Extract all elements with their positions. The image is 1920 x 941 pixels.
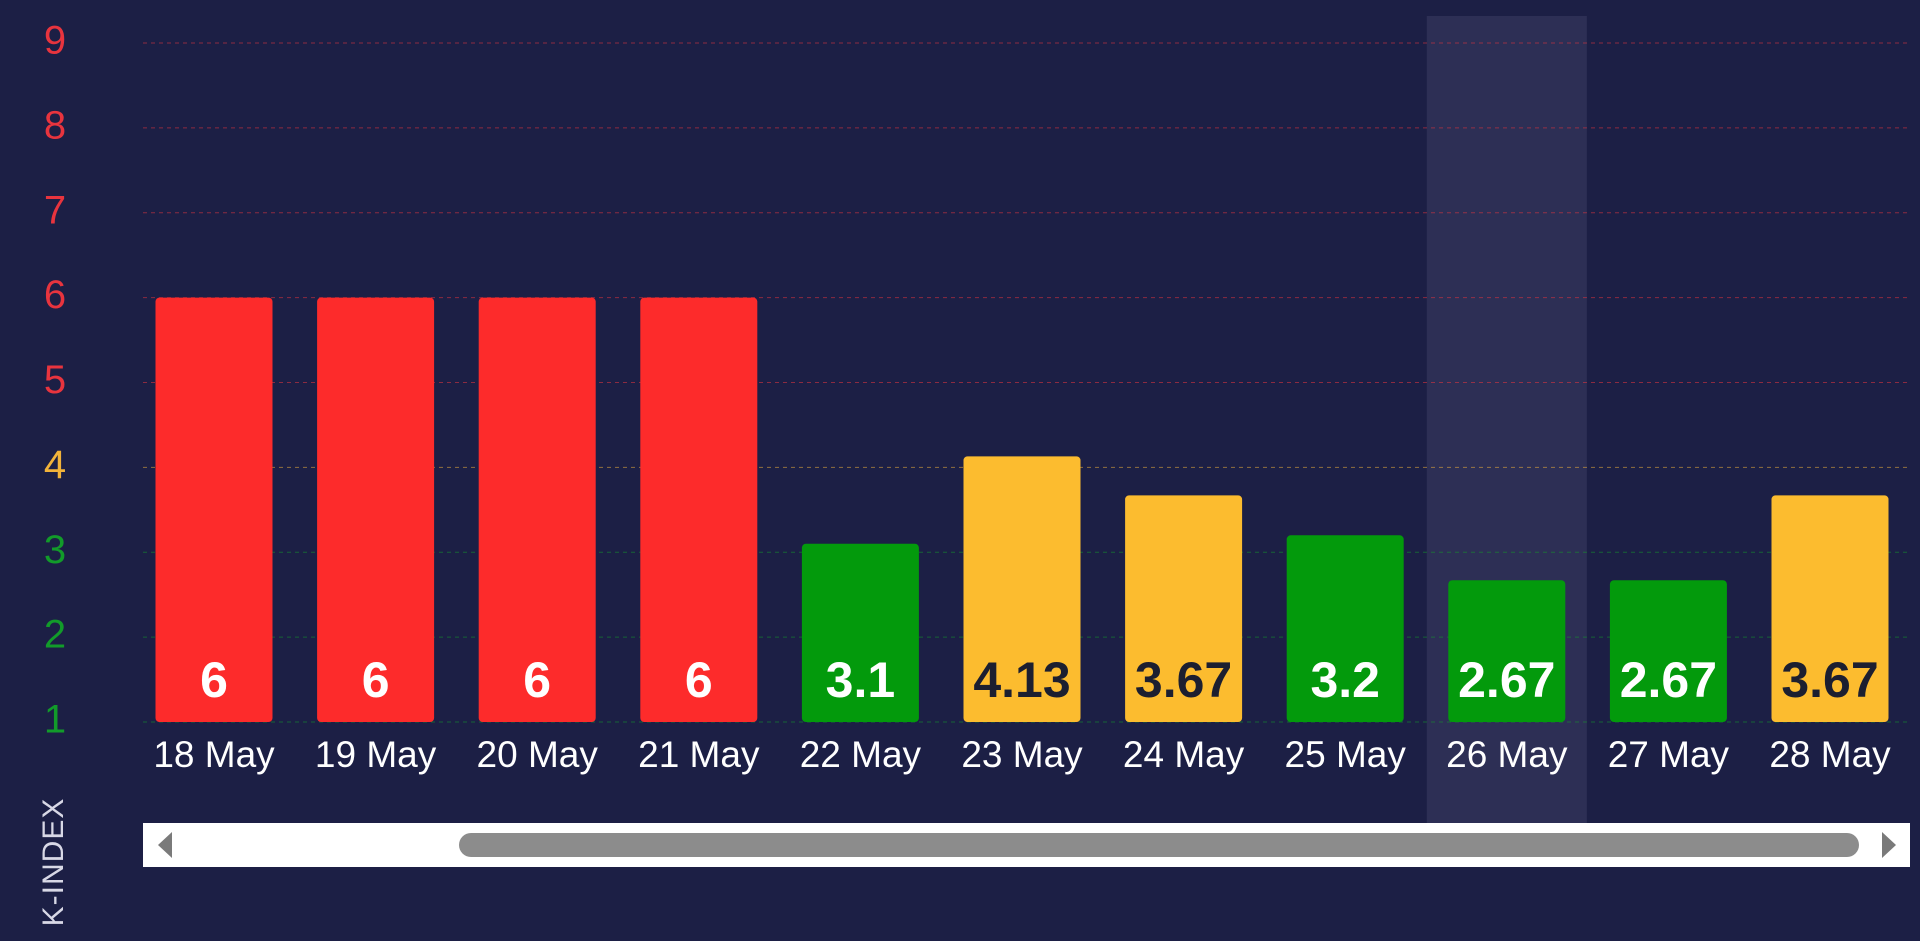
value-label: 3.1: [826, 652, 896, 708]
scrollbar[interactable]: [143, 823, 1910, 867]
value-label: 6: [685, 652, 713, 708]
x-tick-label: 21 May: [638, 734, 760, 775]
x-tick-label: 22 May: [800, 734, 922, 775]
y-axis-title: K-INDEX: [37, 798, 70, 927]
bar: [317, 297, 435, 722]
value-label: 3.67: [1135, 652, 1232, 708]
x-tick-label: 28 May: [1769, 734, 1891, 775]
x-tick-label: 24 May: [1123, 734, 1245, 775]
value-label: 3.67: [1781, 652, 1878, 708]
x-tick-label: 27 May: [1608, 734, 1730, 775]
bar: [155, 297, 273, 722]
y-tick-label: 6: [44, 273, 66, 317]
y-tick-label: 5: [44, 358, 66, 402]
bar: [1771, 495, 1889, 722]
y-tick-label: 8: [44, 103, 66, 147]
scroll-left-arrow[interactable]: [158, 832, 172, 858]
value-label: 6: [362, 652, 390, 708]
bar: [640, 297, 758, 722]
scrollbar-thumb[interactable]: [459, 833, 1859, 857]
x-tick-label: 26 May: [1446, 734, 1568, 775]
y-tick-label: 1: [44, 698, 66, 742]
value-label: 6: [200, 652, 228, 708]
bar: [1448, 580, 1566, 722]
x-tick-label: 19 May: [315, 734, 437, 775]
bar: [801, 543, 919, 722]
bar: [963, 456, 1081, 722]
y-tick-label: 2: [44, 613, 66, 657]
x-tick-label: 18 May: [153, 734, 275, 775]
y-tick-label: 7: [44, 188, 66, 232]
bar: [1609, 580, 1727, 722]
scroll-right-arrow[interactable]: [1882, 832, 1896, 858]
y-tick-label: 4: [44, 443, 66, 487]
x-tick-label: 23 May: [961, 734, 1083, 775]
y-tick-label: 9: [44, 19, 66, 63]
bar: [1125, 495, 1243, 722]
bar: [1286, 535, 1404, 722]
x-tick-label: 25 May: [1285, 734, 1407, 775]
plot-area: 1 2 3 4 5 6 7 8 9 18 May 6 19 May 6 20 May 6 21 May 6 22 …: [44, 19, 1910, 775]
value-label: 2.67: [1620, 652, 1717, 708]
x-tick-label: 20 May: [477, 734, 599, 775]
bar: [478, 297, 596, 722]
value-label: 4.13: [973, 652, 1070, 708]
value-label: 2.67: [1458, 652, 1555, 708]
value-label: 6: [523, 652, 551, 708]
y-tick-label: 3: [44, 528, 66, 572]
value-label: 3.2: [1310, 652, 1380, 708]
